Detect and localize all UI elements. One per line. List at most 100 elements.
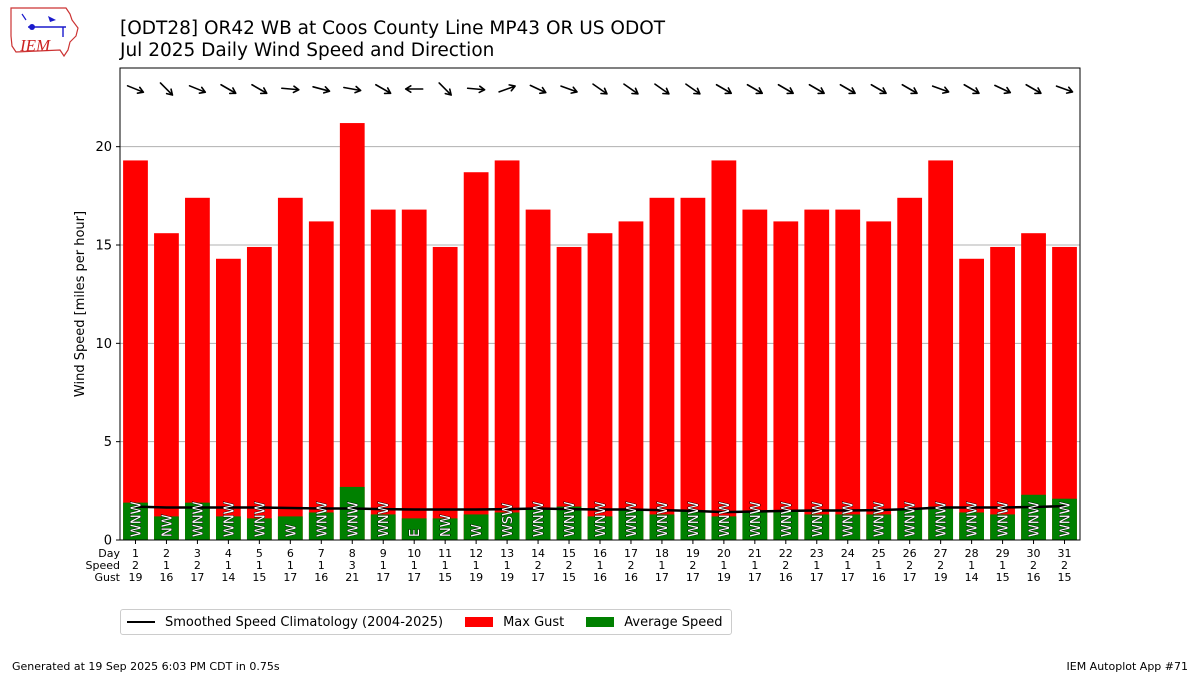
wind-arrow	[808, 83, 825, 95]
speed-label: 2	[906, 559, 913, 572]
max-gust-bar	[401, 209, 427, 540]
legend-label-climatology: Smoothed Speed Climatology (2004-2025)	[165, 614, 444, 630]
day-label: 7	[318, 547, 325, 560]
day-label: 22	[779, 547, 793, 560]
gust-label: 15	[996, 571, 1010, 584]
footer-app: IEM Autoplot App #71	[1066, 660, 1189, 673]
wind-arrow	[623, 83, 639, 95]
wind-arrow	[839, 83, 856, 95]
max-gust-bar	[897, 197, 923, 541]
speed-label: 2	[566, 559, 573, 572]
direction-label: W	[284, 524, 299, 537]
avg-speed-bar	[773, 510, 799, 540]
wind-arrow	[560, 85, 578, 94]
avg-speed-bar	[525, 508, 551, 540]
max-gust-bar	[494, 160, 520, 540]
wind-arrow	[498, 84, 516, 93]
legend-item-average-speed: Average Speed	[586, 614, 723, 630]
legend-swatch-average-speed	[586, 617, 615, 627]
day-label: 29	[996, 547, 1010, 560]
direction-label: WNW	[222, 501, 237, 537]
speed-label: 1	[225, 559, 232, 572]
max-gust-bar	[618, 221, 644, 540]
direction-label: NW	[160, 514, 175, 537]
wind-arrow	[188, 85, 207, 94]
wind-arrow	[901, 83, 918, 95]
wind-chart: WNW NW WNW WNW WNW W WNW WNW WNW E NW W WSW WNW WNW WNW…	[73, 67, 1081, 584]
direction-label: WNW	[997, 501, 1012, 537]
day-label: 15	[562, 547, 576, 560]
day-label: 12	[469, 547, 483, 560]
direction-label: WNW	[315, 501, 330, 537]
y-tick-label: 20	[95, 140, 112, 155]
day-label: 21	[748, 547, 762, 560]
direction-label: WNW	[966, 501, 981, 537]
gust-label: 14	[965, 571, 979, 584]
gust-label: 17	[686, 571, 700, 584]
speed-label: 1	[844, 559, 851, 572]
wind-arrow	[529, 84, 547, 95]
max-gust-bar	[154, 233, 179, 540]
day-label: 11	[438, 547, 452, 560]
speed-label: 2	[782, 559, 789, 572]
direction-label: W	[470, 524, 485, 537]
day-label: 8	[349, 547, 356, 560]
day-label: 6	[287, 547, 294, 560]
legend-item-max-gust: Max Gust	[465, 615, 564, 630]
max-gust-bar	[463, 172, 489, 540]
direction-label: WNW	[718, 501, 733, 537]
gust-label: 17	[376, 571, 390, 584]
max-gust-bar	[185, 197, 210, 541]
day-label: 16	[593, 547, 607, 560]
avg-speed-bar	[339, 486, 365, 540]
day-label: 4	[225, 547, 232, 560]
speed-label: 1	[999, 559, 1006, 572]
max-gust-bar	[525, 209, 551, 540]
wind-arrow	[159, 82, 174, 96]
direction-label: WNW	[532, 501, 547, 537]
max-gust-bar	[339, 123, 365, 541]
day-label: 30	[1027, 547, 1041, 560]
legend-label-average-speed: Average Speed	[624, 614, 723, 630]
direction-label: WNW	[904, 501, 919, 537]
max-gust-bar	[370, 209, 396, 540]
day-label: 24	[841, 547, 855, 560]
day-label: 18	[655, 547, 669, 560]
day-label: 2	[163, 547, 170, 560]
avg-speed-bar	[463, 514, 489, 540]
direction-label: WNW	[873, 501, 888, 537]
direction-label: WNW	[749, 501, 764, 537]
max-gust-bar	[1021, 233, 1046, 540]
svg-text:IEM: IEM	[19, 36, 51, 55]
gust-label: 16	[872, 571, 886, 584]
y-tick-label: 10	[95, 337, 112, 352]
iem-logo: IEM	[10, 7, 79, 58]
direction-label: WNW	[935, 501, 950, 537]
wind-arrow	[685, 83, 701, 95]
avg-speed-bar	[246, 518, 272, 540]
direction-label: WNW	[253, 501, 268, 537]
speed-label: 1	[318, 559, 325, 572]
avg-speed-bar	[649, 514, 675, 540]
day-label: 3	[194, 547, 201, 560]
speed-label: 1	[380, 559, 387, 572]
direction-label: WNW	[563, 501, 578, 537]
speed-label: 1	[658, 559, 665, 572]
avg-speed-bar	[1021, 494, 1046, 540]
gust-label: 16	[779, 571, 793, 584]
max-gust-bar	[649, 197, 675, 541]
gust-label: 15	[562, 571, 576, 584]
wind-arrow	[220, 83, 237, 95]
speed-label: 1	[504, 559, 511, 572]
avg-speed-bar	[556, 506, 582, 540]
y-tick-label: 5	[104, 435, 112, 450]
direction-label: WNW	[811, 501, 826, 537]
avg-speed-bar	[804, 514, 830, 540]
wind-arrow	[126, 85, 145, 94]
direction-label: WNW	[377, 501, 392, 537]
day-label: 26	[903, 547, 917, 560]
max-gust-bar	[123, 160, 148, 540]
day-label: 27	[934, 547, 948, 560]
day-label: 31	[1058, 547, 1072, 560]
max-gust-bar	[804, 209, 830, 540]
